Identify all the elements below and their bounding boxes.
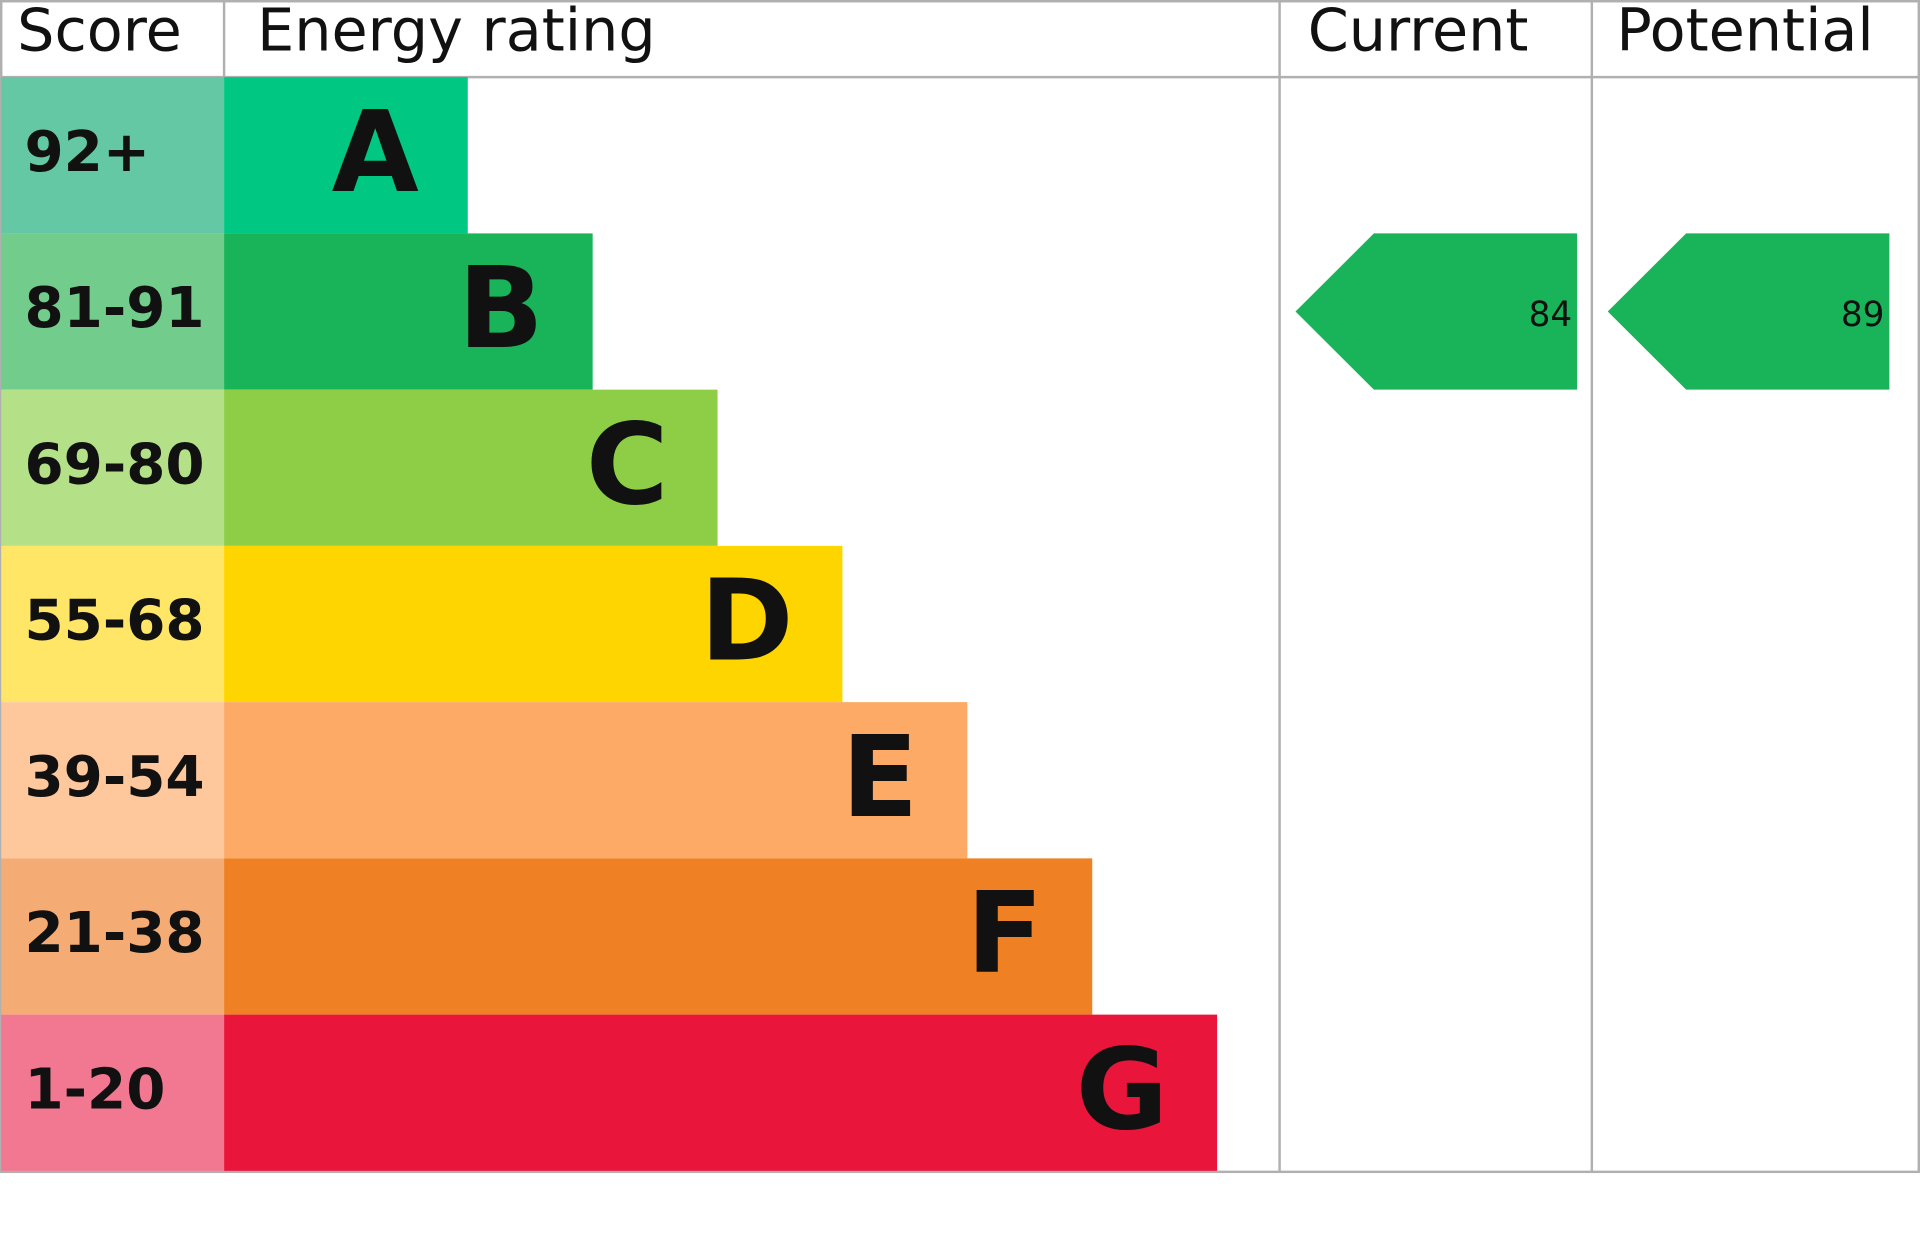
- rating-letter: G: [1076, 1023, 1168, 1155]
- score-label: 21-38: [24, 901, 204, 966]
- rating-bar: [224, 702, 968, 859]
- rating-bar: [224, 77, 468, 234]
- score-cell: [1, 858, 225, 1015]
- score-label: 39-54: [24, 745, 204, 810]
- score-cell: [1, 389, 225, 546]
- header-current: Current: [1308, 0, 1529, 64]
- score-cell: [1, 77, 225, 234]
- current-arrow: [1295, 233, 1578, 390]
- rating-letter: C: [586, 398, 669, 530]
- rating-letter: B: [458, 242, 544, 374]
- score-cell: [1, 545, 225, 703]
- score-label: 69-80: [24, 432, 204, 497]
- potential-value: 89: [1841, 295, 1885, 335]
- score-label: 55-68: [24, 589, 204, 654]
- score-cell: [1, 1014, 225, 1171]
- rating-bar: [224, 1014, 1218, 1171]
- current-value: 84: [1529, 295, 1573, 335]
- rating-bar: [224, 545, 843, 703]
- score-label: 1-20: [24, 1057, 165, 1122]
- score-label: 92+: [24, 120, 150, 185]
- rating-bar: [224, 389, 718, 546]
- rating-letter: D: [700, 555, 794, 687]
- header-score: Score: [17, 0, 182, 64]
- score-cell: [1, 233, 225, 390]
- rating-letter: A: [332, 86, 419, 218]
- score-cell: [1, 702, 225, 859]
- rating-letter: E: [841, 711, 918, 843]
- header-energy-rating: Energy rating: [257, 0, 656, 64]
- score-label: 81-91: [24, 276, 204, 341]
- potential-arrow: [1607, 233, 1890, 390]
- rating-letter: F: [966, 867, 1043, 999]
- header-potential: Potential: [1616, 0, 1873, 64]
- rating-bar: [224, 858, 1093, 1015]
- rating-bar: [224, 233, 593, 390]
